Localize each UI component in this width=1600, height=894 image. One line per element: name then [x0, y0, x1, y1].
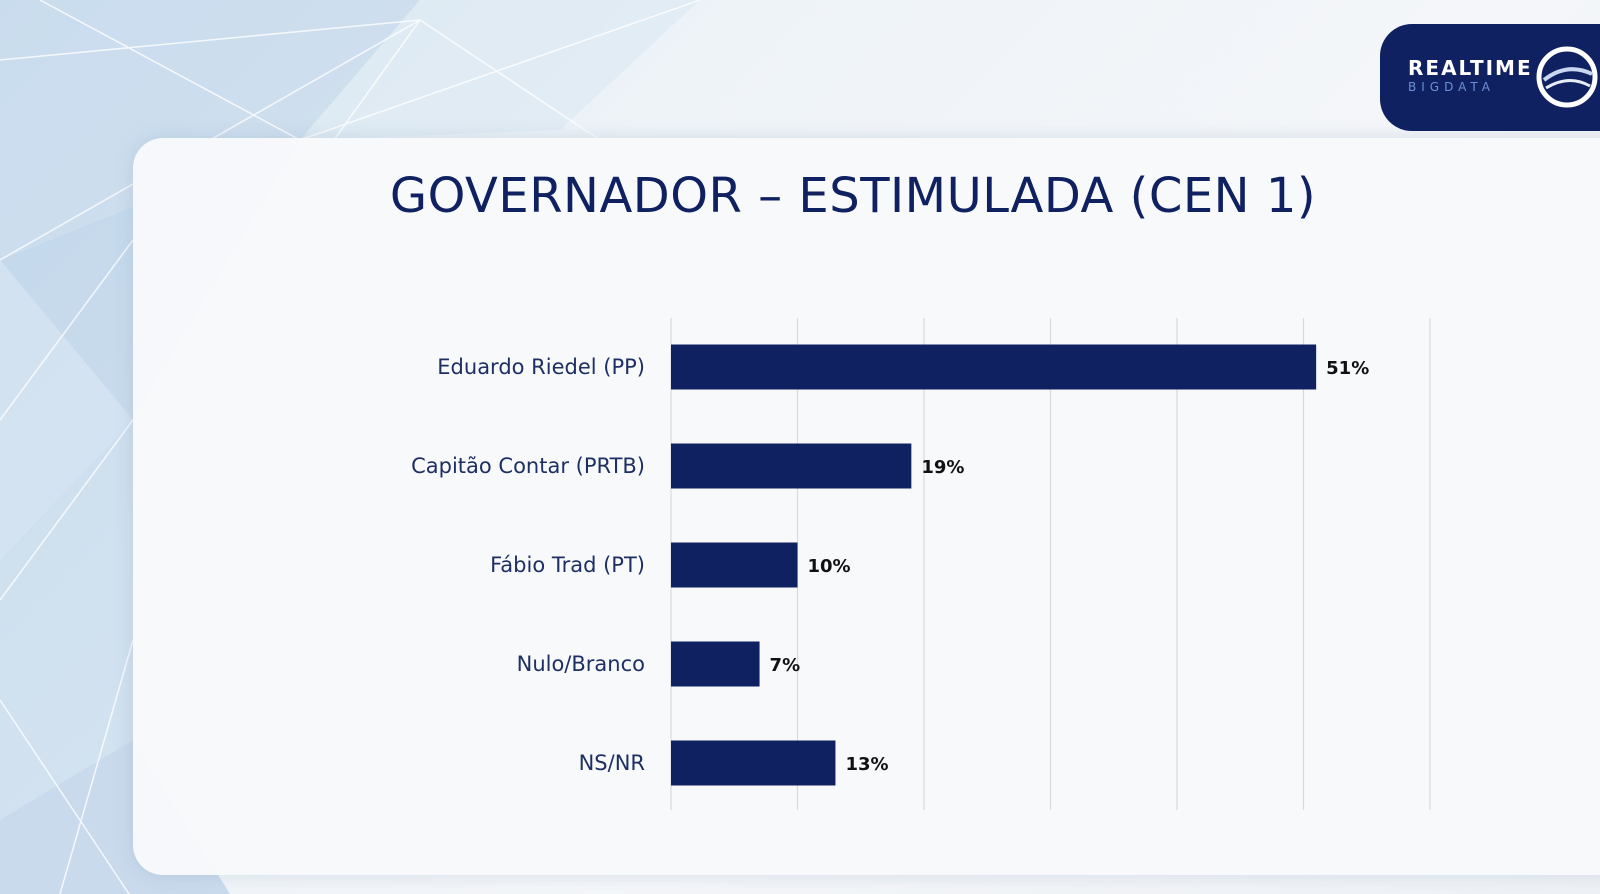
- logo-text-realtime: REALTIME: [1408, 56, 1533, 80]
- logo-text-bigdata: BIGDATA: [1408, 80, 1495, 94]
- category-label: Nulo/Branco: [517, 652, 645, 676]
- chart-card: [133, 138, 1600, 875]
- bar: [671, 740, 836, 786]
- chart-bars: Eduardo Riedel (PP) 51% Capitão Contar (PR…: [411, 344, 1369, 786]
- category-label: Capitão Contar (PRTB): [411, 454, 645, 478]
- realtime-bigdata-logo: REALTIME BIGDATA: [1380, 24, 1600, 131]
- category-label: Fábio Trad (PT): [490, 553, 645, 577]
- value-label: 19%: [921, 457, 964, 478]
- chart-gridlines: [670, 318, 1431, 810]
- value-label: 13%: [845, 754, 888, 775]
- bar: [671, 641, 760, 687]
- value-label: 51%: [1326, 358, 1369, 379]
- value-label: 7%: [770, 655, 801, 676]
- category-label: Eduardo Riedel (PP): [437, 355, 645, 379]
- globe-icon: [1536, 46, 1598, 108]
- bar: [671, 443, 912, 489]
- value-label: 10%: [808, 556, 851, 577]
- chart-title: GOVERNADOR – ESTIMULADA (CEN 1): [389, 168, 1317, 224]
- category-label: NS/NR: [579, 751, 645, 775]
- bar: [671, 344, 1317, 390]
- bar: [671, 542, 798, 588]
